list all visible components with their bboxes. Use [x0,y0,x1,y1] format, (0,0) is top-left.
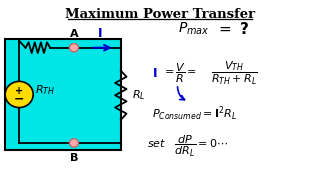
Text: $P_{max}$: $P_{max}$ [178,21,209,37]
Text: $= \dfrac{V}{R} =$: $= \dfrac{V}{R} =$ [162,62,197,85]
Text: $R_{TH}$: $R_{TH}$ [35,83,55,97]
Text: −: − [14,93,24,105]
FancyBboxPatch shape [4,39,121,150]
Text: +: + [15,86,23,96]
Text: $\mathbf{I}$: $\mathbf{I}$ [152,67,157,80]
Text: $P_{Consumed} = \mathbf{I}^2 R_L$: $P_{Consumed} = \mathbf{I}^2 R_L$ [152,105,237,123]
Text: B: B [70,153,78,163]
Text: $set \quad \dfrac{dP}{dR_L} = 0 \cdots$: $set \quad \dfrac{dP}{dR_L} = 0 \cdots$ [147,134,228,159]
Text: $\dfrac{V_{TH}}{R_{TH}+R_L}$: $\dfrac{V_{TH}}{R_{TH}+R_L}$ [211,60,258,87]
Text: $\mathbf{I}$: $\mathbf{I}$ [97,27,103,40]
Text: Maximum Power Transfer: Maximum Power Transfer [65,8,255,21]
Text: $= \ \mathbf{?}$: $= \ \mathbf{?}$ [216,21,249,37]
Text: $R_L$: $R_L$ [132,88,146,102]
Circle shape [5,81,33,108]
Text: A: A [70,29,78,39]
Circle shape [69,139,78,147]
Circle shape [69,44,78,52]
